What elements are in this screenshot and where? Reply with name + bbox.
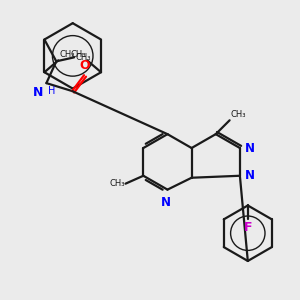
Text: N: N: [245, 169, 255, 182]
Text: O: O: [80, 59, 90, 72]
Text: CH₃: CH₃: [231, 110, 246, 119]
Text: CH₃: CH₃: [109, 179, 124, 188]
Text: F: F: [244, 221, 252, 234]
Text: CH₃: CH₃: [71, 50, 86, 59]
Text: CH₃: CH₃: [75, 53, 91, 62]
Text: H: H: [48, 86, 56, 96]
Text: N: N: [33, 86, 44, 99]
Text: CH₃: CH₃: [59, 50, 75, 59]
Text: N: N: [160, 196, 170, 208]
Text: N: N: [245, 142, 255, 154]
